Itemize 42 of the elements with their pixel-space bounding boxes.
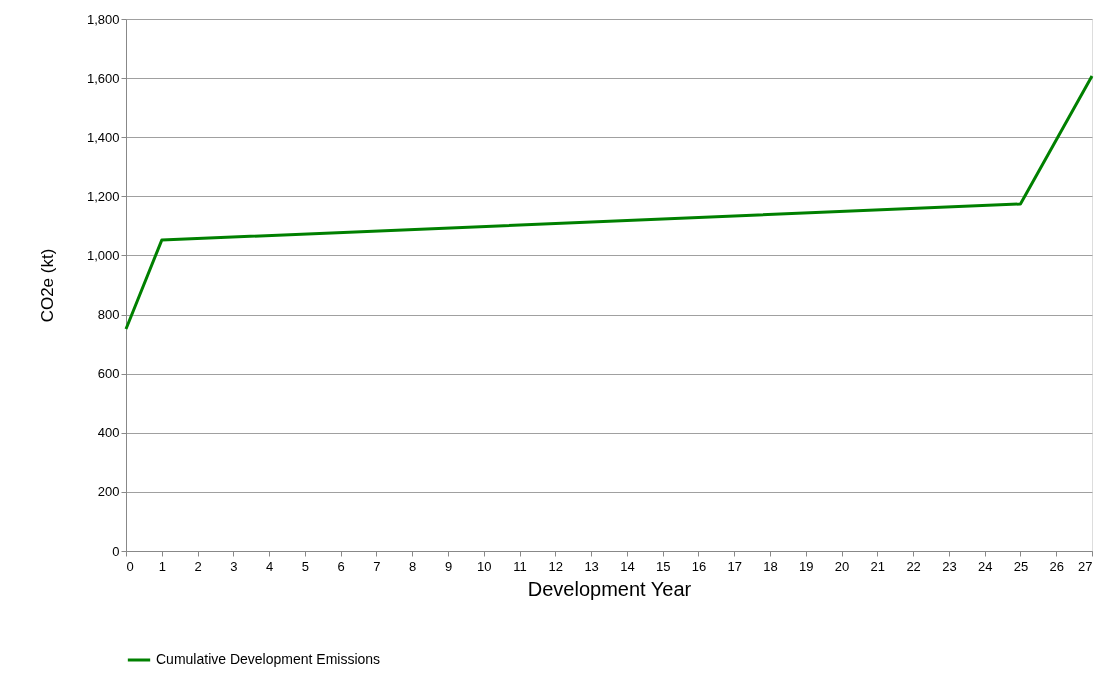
legend-label: Cumulative Development Emissions xyxy=(156,651,381,667)
x-tick-label: 7 xyxy=(373,558,381,574)
x-tick-label: 15 xyxy=(655,558,671,574)
y-tick-label: 1,200 xyxy=(86,188,120,204)
x-tick-label: 0 xyxy=(126,558,134,574)
x-tick-label: 4 xyxy=(265,558,274,574)
x-tick-label: 19 xyxy=(799,558,814,574)
x-tick-label: 11 xyxy=(513,558,527,574)
x-tick-label: 10 xyxy=(477,558,492,574)
y-tick-label: 200 xyxy=(97,484,120,500)
x-tick-label: 2 xyxy=(194,558,202,574)
x-tick-label: 27 xyxy=(1078,558,1093,574)
x-tick-label: 22 xyxy=(906,558,921,574)
y-tick-label: 1,600 xyxy=(86,70,120,86)
x-tick-label: 21 xyxy=(870,558,886,574)
x-tick-label: 18 xyxy=(763,558,778,574)
x-tick-label: 8 xyxy=(409,558,417,574)
y-tick-label: 0 xyxy=(112,543,120,559)
x-tick-label: 1 xyxy=(158,558,166,574)
x-tick-label: 14 xyxy=(620,558,635,574)
x-tick-label: 17 xyxy=(727,558,742,574)
x-tick-label: 9 xyxy=(444,558,453,574)
x-tick-label: 6 xyxy=(337,558,345,574)
x-tick-label: 12 xyxy=(548,558,564,574)
x-tick-label: 24 xyxy=(977,558,993,574)
x-tick-label: 23 xyxy=(942,558,957,574)
x-tick-label: 3 xyxy=(230,558,238,574)
y-tick-label: 1,400 xyxy=(86,129,120,145)
y-axis-title: CO2e (kt) xyxy=(37,248,57,323)
y-tick-label: 800 xyxy=(97,307,120,323)
x-tick-label: 20 xyxy=(834,558,850,574)
x-tick-label: 26 xyxy=(1049,558,1064,574)
x-axis-title: Development Year xyxy=(527,577,692,600)
y-tick-label: 600 xyxy=(97,366,120,382)
x-tick-label: 25 xyxy=(1013,558,1029,574)
x-tick-label: 13 xyxy=(584,558,599,574)
y-tick-label: 1,800 xyxy=(86,11,120,27)
y-tick-label: 400 xyxy=(97,425,120,441)
line-series xyxy=(124,74,1094,331)
x-tick-label: 16 xyxy=(691,558,707,574)
x-tick-label: 5 xyxy=(301,558,310,574)
y-tick-label: 1,000 xyxy=(86,247,120,263)
